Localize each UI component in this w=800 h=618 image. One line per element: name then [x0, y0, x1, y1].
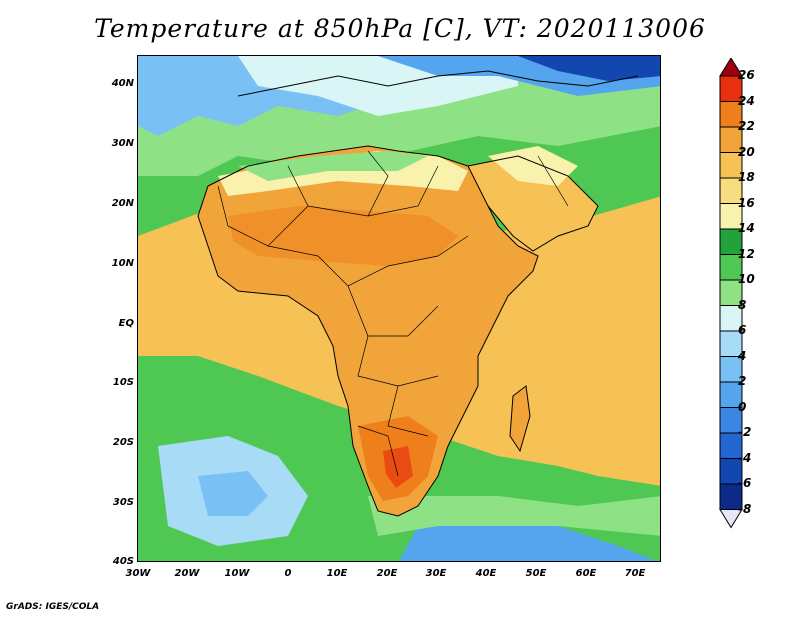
kalahari-very-hot — [383, 446, 413, 488]
lon-label: 70E — [624, 568, 646, 579]
temperature-map — [137, 55, 661, 562]
colorbar-label: 2 — [738, 374, 747, 388]
lon-label: 50E — [525, 568, 547, 579]
lon-label: 40E — [475, 568, 497, 579]
colorbar-label: 14 — [738, 221, 755, 235]
colorbar-label: 0 — [738, 399, 747, 414]
eastern-cold — [518, 56, 660, 81]
south-atlantic-cool — [198, 471, 268, 516]
colorbar-label: 8 — [738, 297, 747, 312]
lat-label: 10S — [112, 377, 134, 388]
lon-label: 20W — [174, 568, 200, 579]
colorbar-label: 20 — [738, 144, 755, 159]
southern-ocean-cold — [399, 526, 657, 561]
coastline-europe — [237, 70, 639, 97]
lon-label: 10W — [224, 568, 250, 579]
lat-label: 40S — [112, 556, 134, 567]
lon-label: 0 — [284, 568, 292, 579]
lat-label: 40N — [111, 78, 134, 89]
colorbar-label: -2 — [738, 425, 752, 439]
colorbar-label: 24 — [738, 93, 755, 108]
colorbar-label: 6 — [738, 323, 747, 337]
colorbar-label: 12 — [738, 246, 755, 261]
arabia-landmass — [468, 156, 598, 251]
southern-ocean-green — [368, 496, 660, 536]
colorbar-label: -8 — [738, 501, 752, 516]
colorbar-label: 16 — [738, 195, 755, 210]
colorbar-label: 10 — [738, 272, 755, 286]
coastline-arabia — [467, 155, 599, 252]
lon-label: 60E — [575, 568, 597, 579]
lat-label: EQ — [118, 318, 134, 329]
colorbar-label: -6 — [738, 476, 752, 490]
colorbar-label: 18 — [738, 170, 755, 184]
arabia-mild — [488, 146, 578, 186]
credit-text: GrADS: IGES/COLA — [6, 602, 100, 612]
colorbar — [719, 58, 743, 529]
madagascar — [509, 385, 531, 453]
lat-label: 20S — [112, 437, 134, 448]
lat-label: 20N — [111, 198, 134, 209]
lat-label: 10N — [111, 258, 134, 269]
coastline — [197, 145, 539, 517]
temperature-field — [138, 56, 660, 561]
sahel-hot — [228, 206, 458, 266]
colorbar-label: -4 — [738, 450, 752, 465]
colorbar-label: 22 — [738, 119, 755, 133]
lat-label: 30S — [112, 497, 134, 508]
colorbar-label: 4 — [738, 348, 747, 363]
sahara-green — [238, 151, 428, 181]
colorbar-label: 26 — [738, 68, 755, 82]
lon-label: 30W — [125, 568, 151, 579]
lat-label: 30N — [111, 138, 134, 149]
map-title: Temperature at 850hPa [C], VT: 202011300… — [94, 14, 706, 43]
lon-label: 20E — [376, 568, 398, 579]
lon-label: 10E — [326, 568, 348, 579]
country-borders — [217, 150, 569, 477]
lon-label: 30E — [425, 568, 447, 579]
colorbar-min-triangle — [719, 509, 743, 529]
